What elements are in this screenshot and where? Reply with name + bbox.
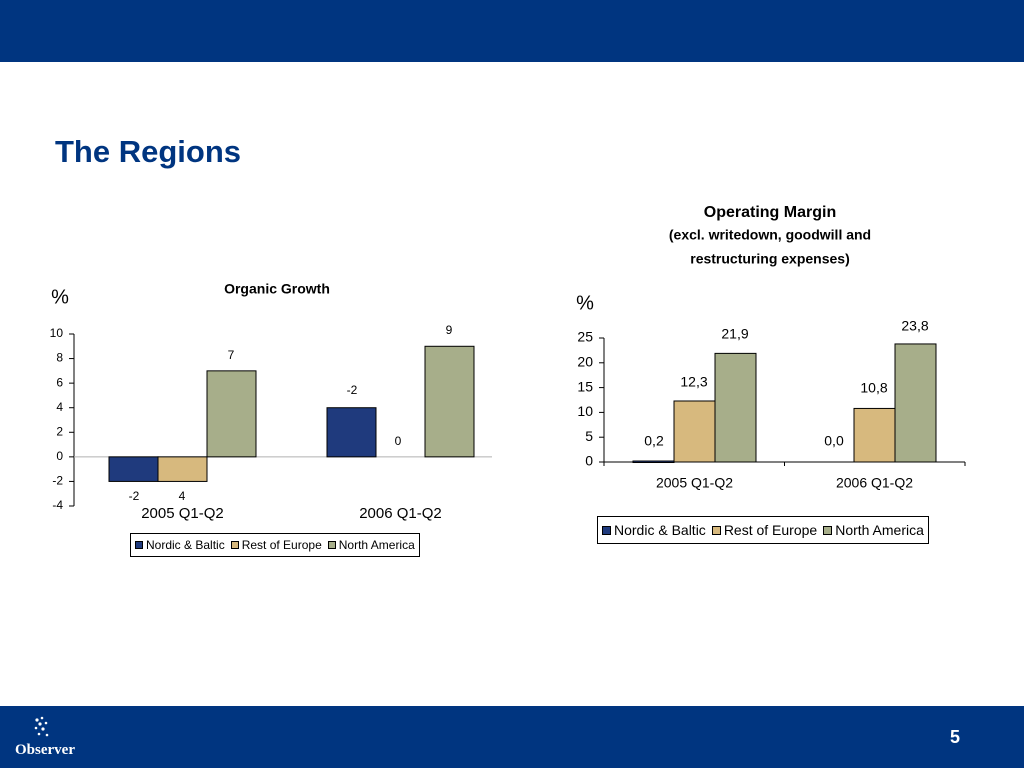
y-tick-label: 2 [56,424,63,438]
bar [853,407,896,463]
data-label: 21,9 [721,326,748,342]
legend-item-nordic-baltic: Nordic & Baltic [602,522,706,538]
y-tick-label: 25 [577,329,593,345]
legend-label: Rest of Europe [241,538,322,552]
x-category-label: 2005 Q1-Q2 [141,505,224,522]
y-tick-label: 10 [50,326,64,340]
legend-item-rest-of-europe: Rest of Europe [230,538,322,552]
y-axis-unit-label: % [576,292,594,314]
legend-swatch-north-america [327,541,336,549]
operating-margin-legend: Nordic & Baltic Rest of Europe North Ame… [597,516,929,544]
x-category-label: 2005 Q1-Q2 [656,475,733,491]
data-label: 7 [228,348,235,362]
logo-text: Observer [15,742,75,758]
legend-item-north-america: North America [327,538,415,552]
slide-title: The Regions [55,134,242,169]
footer-bar [0,706,1024,768]
bar [326,407,377,458]
header-bar [0,0,1024,62]
y-tick-label: 0 [585,453,593,469]
legend-label: Rest of Europe [723,522,818,538]
bar [206,370,257,458]
legend-swatch-nordic-baltic [602,525,611,535]
legend-item-nordic-baltic: Nordic & Baltic [135,538,225,552]
logo-dots-icon [34,716,49,737]
y-axis-unit-label: % [51,286,69,308]
y-tick-label: 8 [56,351,63,365]
chart-subtitle: (excl. writedown, goodwill and [669,227,871,243]
data-label: 4 [179,489,186,503]
data-label: 12,3 [680,374,707,390]
bar [108,456,159,482]
legend-label: North America [835,522,924,538]
legend-item-north-america: North America [823,522,924,538]
data-label: 0 [395,434,402,448]
legend-label: Nordic & Baltic [614,522,706,538]
y-tick-label: 20 [577,354,593,370]
y-tick-label: 15 [577,378,593,394]
legend-label: Nordic & Baltic [146,538,225,552]
page-number: 5 [949,727,960,747]
y-tick-label: -2 [52,474,63,488]
bar [632,460,675,464]
y-tick-label: 4 [56,400,63,414]
data-label: 10,8 [860,380,887,396]
y-tick-label: -4 [52,498,63,512]
y-tick-label: 10 [577,403,593,419]
bar [673,400,716,463]
bar [714,352,757,463]
chart-title: Operating Margin [704,204,836,221]
legend-swatch-north-america [823,525,833,535]
data-label: 23,8 [901,318,928,334]
data-label: 0,2 [644,433,664,449]
chart-subtitle: restructuring expenses) [690,251,850,267]
chart-title: Organic Growth [224,281,330,297]
bar [424,345,475,458]
legend-swatch-rest-of-europe [230,541,239,549]
legend-swatch-nordic-baltic [135,541,143,549]
bar [894,343,937,463]
observer-logo: Observer [10,714,80,762]
y-tick-label: 0 [56,449,63,463]
x-category-label: 2006 Q1-Q2 [836,475,913,491]
data-label: 9 [446,323,453,337]
y-tick-label: 6 [56,375,63,389]
organic-growth-legend: Nordic & Baltic Rest of Europe North Ame… [130,533,420,557]
legend-swatch-rest-of-europe [711,525,721,535]
data-label: -2 [129,489,140,503]
legend-item-rest-of-europe: Rest of Europe [711,522,818,538]
legend-label: North America [338,538,415,552]
bar [157,456,208,482]
data-label: -2 [347,383,358,397]
x-category-label: 2006 Q1-Q2 [359,505,442,522]
y-tick-label: 5 [585,428,593,444]
data-label: 0,0 [824,433,844,449]
